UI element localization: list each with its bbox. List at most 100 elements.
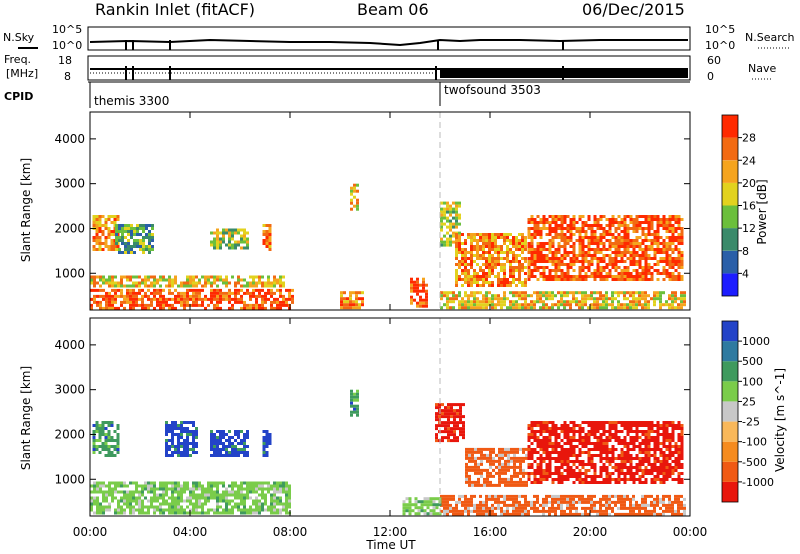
velocity-range-cell xyxy=(462,436,465,440)
power-range-cell xyxy=(524,303,527,307)
velocity-range-cell xyxy=(153,481,156,485)
velocity-range-cell xyxy=(578,451,582,454)
velocity-range-cell xyxy=(668,457,672,460)
power-range-cell xyxy=(171,291,174,295)
power-range-cell xyxy=(545,297,548,301)
power-range-cell xyxy=(518,294,521,298)
velocity-range-cell xyxy=(177,445,180,448)
velocity-range-cell xyxy=(282,502,285,506)
power-range-cell xyxy=(602,248,606,251)
power-range-cell xyxy=(92,236,96,239)
velocity-range-cell xyxy=(273,511,276,515)
velocity-range-cell xyxy=(435,415,438,419)
velocity-range-cell xyxy=(668,497,671,501)
power-range-cell xyxy=(653,257,657,260)
power-range-cell xyxy=(596,245,600,248)
velocity-range-cell xyxy=(662,424,666,427)
power-range-cell xyxy=(539,230,543,233)
velocity-range-cell xyxy=(611,451,615,454)
velocity-range-cell xyxy=(635,466,639,469)
velocity-range-cell xyxy=(674,451,678,454)
power-range-cell xyxy=(653,294,656,298)
velocity-range-cell xyxy=(611,457,615,460)
velocity-range-cell xyxy=(504,459,507,463)
velocity-range-cell xyxy=(629,460,633,463)
velocity-range-cell xyxy=(104,442,108,445)
power-range-cell xyxy=(605,278,609,281)
power-range-cell xyxy=(440,306,443,310)
velocity-range-cell xyxy=(611,466,615,469)
power-range-cell xyxy=(482,269,485,272)
power-range-cell xyxy=(665,300,668,304)
velocity-range-cell xyxy=(180,433,183,436)
power-range-cell xyxy=(231,306,234,310)
power-range-cell xyxy=(650,266,654,269)
power-range-cell xyxy=(620,245,624,248)
velocity-range-cell xyxy=(204,487,207,491)
power-range-cell xyxy=(107,245,111,248)
power-range-cell xyxy=(548,251,552,254)
power-range-cell xyxy=(440,210,443,214)
velocity-range-cell xyxy=(626,512,629,516)
velocity-range-cell xyxy=(638,451,642,454)
velocity-range-cell xyxy=(656,424,660,427)
velocity-range-cell xyxy=(468,480,471,484)
velocity-range-cell xyxy=(665,494,668,498)
power-range-cell xyxy=(174,281,177,285)
velocity-range-cell xyxy=(225,487,228,491)
velocity-range-cell xyxy=(548,442,552,445)
velocity-range-cell xyxy=(527,466,531,469)
power-range-cell xyxy=(443,216,446,220)
velocity-range-cell xyxy=(512,506,515,510)
power-range-cell xyxy=(104,242,108,245)
power-range-cell xyxy=(617,251,621,254)
velocity-range-cell xyxy=(162,487,165,491)
power-range-cell xyxy=(608,263,612,266)
velocity-range-cell xyxy=(189,448,192,451)
velocity-range-cell xyxy=(563,494,566,498)
power-range-cell xyxy=(638,291,641,295)
velocity-range-cell xyxy=(95,421,99,424)
power-range-cell xyxy=(563,278,567,281)
velocity-range-cell xyxy=(216,508,219,512)
power-range-cell xyxy=(120,288,123,292)
power-range-cell xyxy=(124,242,127,245)
power-range-cell xyxy=(288,297,291,301)
power-range-cell xyxy=(485,236,488,239)
power-range-cell xyxy=(461,272,464,275)
power-range-cell xyxy=(608,272,612,275)
velocity-range-cell xyxy=(492,462,495,466)
velocity-range-cell xyxy=(264,487,267,491)
power-range-cell xyxy=(111,281,114,285)
power-range-cell xyxy=(539,291,542,295)
velocity-range-cell xyxy=(521,512,524,516)
velocity-range-cell xyxy=(168,487,171,491)
power-range-cell xyxy=(665,254,669,257)
power-range-cell xyxy=(183,306,186,310)
velocity-range-cell xyxy=(650,512,653,516)
power-range-cell xyxy=(470,284,473,287)
power-range-cell xyxy=(104,236,108,239)
velocity-range-cell xyxy=(605,445,609,448)
power-range-cell xyxy=(524,248,527,251)
power-range-cell xyxy=(261,275,264,279)
velocity-range-cell xyxy=(602,466,606,469)
power-range-cell xyxy=(638,294,641,298)
velocity-range-cell xyxy=(473,503,476,507)
power-range-cell xyxy=(458,260,461,263)
power-range-cell xyxy=(228,237,231,241)
velocity-range-cell xyxy=(641,430,645,433)
power-range-cell xyxy=(536,254,540,257)
velocity-range-cell xyxy=(101,448,105,451)
power-range-cell xyxy=(192,281,195,285)
velocity-range-cell xyxy=(171,496,174,500)
power-range-cell xyxy=(611,236,615,239)
velocity-range-cell xyxy=(521,503,524,507)
power-range-cell xyxy=(291,288,294,292)
velocity-range-cell xyxy=(129,496,132,500)
power-range-cell xyxy=(590,227,594,230)
velocity-range-cell xyxy=(492,447,495,451)
power-range-cell xyxy=(237,228,240,232)
power-range-cell xyxy=(470,257,473,260)
power-range-cell xyxy=(551,215,555,218)
